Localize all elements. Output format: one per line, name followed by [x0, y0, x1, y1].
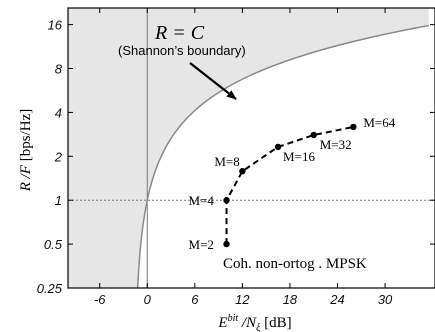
- point-label: M=8: [214, 154, 239, 169]
- series-point: [350, 123, 357, 131]
- shannon-boundary-curve: [136, 24, 429, 289]
- y-ticks: 0.25 0.5 1 2 4 8 16: [37, 18, 435, 296]
- series-points: [223, 123, 357, 248]
- series-labels: M=2 M=4 M=8 M=16 M=32 M=64: [189, 115, 396, 252]
- point-label: M=32: [320, 137, 352, 152]
- x-tick-label: 0: [144, 292, 152, 307]
- plot-frame: [67, 7, 435, 289]
- y-tick-label: 0.5: [44, 237, 63, 252]
- y-tick-label: 4: [55, 105, 62, 120]
- y-axis-label: R /F [bps/Hz]: [18, 109, 34, 193]
- x-ticks: -6 0 6 12 18 24 30: [94, 8, 393, 307]
- point-label: M=4: [189, 193, 215, 208]
- series-point: [223, 240, 230, 248]
- x-tick-label: 30: [378, 292, 393, 307]
- series-name-label: Coh. non-ortog . MPSK: [223, 256, 367, 272]
- shannon-arrow: [189, 62, 237, 100]
- series-point: [239, 168, 246, 175]
- x-tick-label: 24: [329, 292, 344, 307]
- series-point: [223, 197, 230, 204]
- series-line-mpsk: [225, 125, 354, 245]
- y-tick-label: 1: [55, 193, 62, 208]
- shannon-shaded-region: [68, 8, 429, 288]
- series-point: [274, 143, 282, 151]
- x-axis-label: Ebit /Nξ [dB]: [217, 313, 291, 332]
- x-tick-label: 18: [283, 292, 298, 307]
- y-tick-label: 0.25: [37, 281, 63, 296]
- x-tick-label: 6: [191, 292, 199, 307]
- x-tick-label: 12: [235, 292, 250, 307]
- y-tick-label: 2: [54, 149, 63, 164]
- point-label: M=16: [283, 149, 315, 164]
- shannon-label-text: (Shannon’s boundary): [118, 43, 246, 58]
- x-tick-label: -6: [94, 292, 106, 307]
- shannon-label-math: R = C: [154, 22, 205, 44]
- point-label: M=2: [189, 237, 214, 252]
- y-tick-label: 16: [48, 18, 63, 33]
- series-point: [310, 131, 317, 139]
- point-label: M=64: [363, 115, 395, 130]
- y-tick-label: 8: [55, 62, 63, 77]
